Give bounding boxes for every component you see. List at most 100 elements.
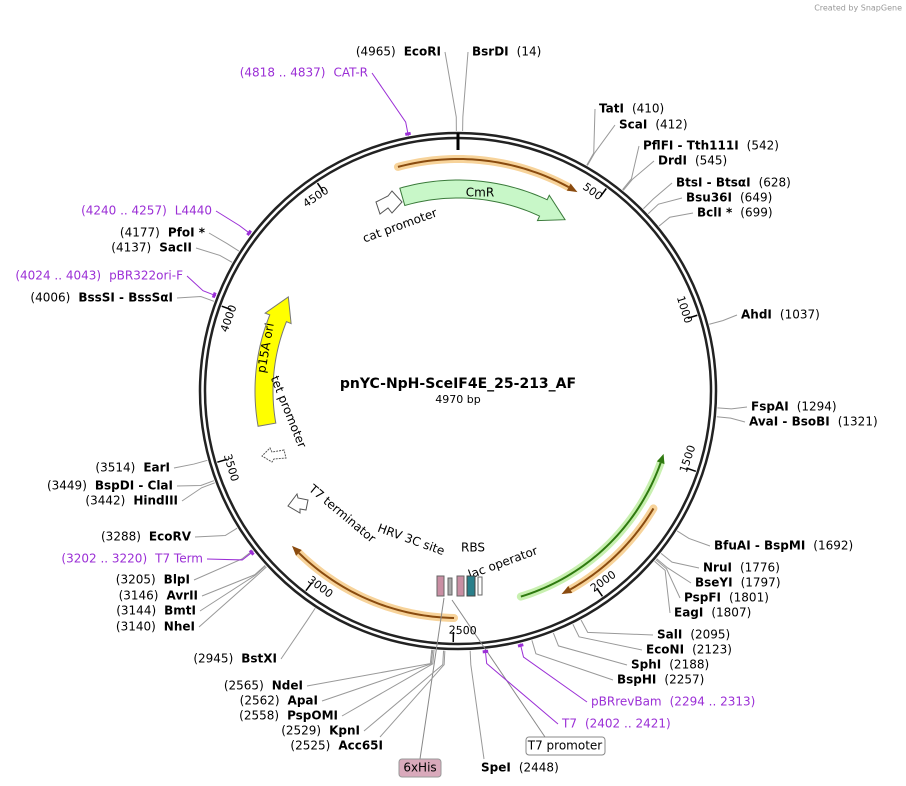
site-name: AvrII bbox=[166, 589, 198, 603]
leader bbox=[572, 624, 643, 651]
leader bbox=[198, 566, 267, 628]
site-name: EagI bbox=[674, 606, 703, 620]
site-position: (2529) bbox=[281, 724, 321, 738]
site-position: (2257) bbox=[664, 673, 704, 687]
arrow-head bbox=[656, 453, 665, 465]
leader bbox=[552, 632, 628, 666]
primer-range: (2294 .. 2313) bbox=[670, 695, 756, 709]
ring-tick-label: 1500 bbox=[677, 443, 698, 474]
feature-arrow bbox=[397, 158, 570, 188]
site-name: BssSI - BssSαI bbox=[78, 291, 173, 305]
leader bbox=[716, 416, 746, 423]
leader bbox=[655, 559, 681, 599]
site-name: BfuAI - BspMI bbox=[714, 539, 805, 553]
site-position: (4137) bbox=[111, 241, 151, 255]
site-name: EarI bbox=[143, 461, 170, 475]
feature-label: RBS bbox=[461, 541, 485, 555]
site-position: (3205) bbox=[116, 573, 156, 587]
feature-label: T7 promoter bbox=[527, 739, 603, 753]
site-position: (1776) bbox=[740, 561, 780, 575]
site-name: NdeI bbox=[272, 679, 303, 693]
site-name: DrdI bbox=[658, 154, 687, 168]
leader bbox=[341, 649, 435, 717]
leader bbox=[280, 607, 316, 660]
primer-mark bbox=[404, 131, 411, 136]
leader bbox=[321, 649, 434, 702]
terminator-arrow bbox=[287, 492, 309, 514]
feature-arrow bbox=[298, 552, 455, 619]
feature-box bbox=[525, 736, 606, 756]
site-name: PspOMI bbox=[287, 709, 338, 723]
site-position: (410) bbox=[632, 102, 664, 116]
primer-mark bbox=[482, 649, 489, 654]
feature-arrow bbox=[254, 296, 292, 427]
site-position: (3442) bbox=[85, 494, 125, 508]
credit: Created by SnapGene bbox=[814, 4, 902, 13]
site-position: (2095) bbox=[690, 628, 730, 642]
ring-tick bbox=[687, 314, 698, 319]
feature-box bbox=[398, 758, 442, 778]
site-position: (2123) bbox=[692, 643, 732, 657]
leader bbox=[306, 649, 433, 687]
feature-block bbox=[477, 576, 483, 596]
site-position: (2558) bbox=[239, 709, 279, 723]
site-position: (542) bbox=[747, 139, 779, 153]
leader bbox=[371, 72, 409, 136]
leader bbox=[451, 599, 546, 738]
site-name: NruI bbox=[703, 561, 732, 575]
leader bbox=[176, 296, 215, 302]
site-name: BspDI - ClaI bbox=[95, 479, 173, 493]
site-position: (1037) bbox=[780, 308, 820, 322]
site-name: PflFI - Tth111I bbox=[643, 139, 739, 153]
site-name: BtsI - BtsαI bbox=[676, 176, 751, 190]
promoter-arrow bbox=[375, 190, 403, 215]
ring-tick bbox=[221, 305, 232, 311]
features bbox=[254, 155, 665, 622]
leader bbox=[484, 649, 559, 725]
leader bbox=[676, 530, 711, 547]
leader bbox=[469, 650, 485, 760]
site-position: (699) bbox=[740, 206, 772, 220]
site-position: (628) bbox=[759, 176, 791, 190]
leader bbox=[201, 565, 266, 597]
site-position: (2562) bbox=[240, 694, 280, 708]
leader bbox=[208, 232, 240, 252]
site-position: (1797) bbox=[741, 576, 781, 590]
leader bbox=[656, 558, 692, 584]
site-name: SacII bbox=[159, 241, 192, 255]
feature-label: T7 terminator bbox=[305, 481, 378, 545]
site-name: NheI bbox=[164, 620, 195, 634]
ring-tick bbox=[596, 587, 604, 597]
ring-tick bbox=[686, 467, 697, 472]
site-position: (2565) bbox=[224, 679, 264, 693]
feature-block bbox=[447, 577, 453, 596]
leader bbox=[709, 314, 738, 325]
site-position: (649) bbox=[740, 191, 772, 205]
site-name: FspAI bbox=[751, 400, 789, 414]
ring-tick-label: 2500 bbox=[449, 624, 477, 638]
promoter-arrow bbox=[261, 447, 287, 463]
arrow-head bbox=[561, 585, 573, 595]
ring-tick bbox=[599, 188, 607, 198]
leader bbox=[519, 643, 588, 703]
site-position: (3288) bbox=[101, 530, 141, 544]
site-position: (2188) bbox=[669, 658, 709, 672]
leader bbox=[586, 108, 596, 166]
feature-label: cat promoter bbox=[361, 206, 439, 246]
primer-range: (4024 .. 4043) bbox=[15, 269, 101, 283]
leader bbox=[647, 197, 683, 215]
site-name: KpnI bbox=[329, 724, 360, 738]
site-position: (1692) bbox=[813, 539, 853, 553]
leader bbox=[363, 650, 445, 732]
feature-block bbox=[436, 575, 445, 597]
leader bbox=[660, 552, 700, 569]
feature-block bbox=[466, 575, 476, 597]
site-name: BspHI bbox=[617, 673, 656, 687]
site-position: (545) bbox=[695, 154, 727, 168]
site-position: (3449) bbox=[47, 479, 87, 493]
site-position: (4006) bbox=[30, 291, 70, 305]
site-name: BstXI bbox=[241, 652, 277, 666]
site-name: Acc65I bbox=[338, 739, 383, 753]
site-position: (2448) bbox=[519, 761, 559, 775]
site-name: EcoRV bbox=[149, 530, 192, 544]
